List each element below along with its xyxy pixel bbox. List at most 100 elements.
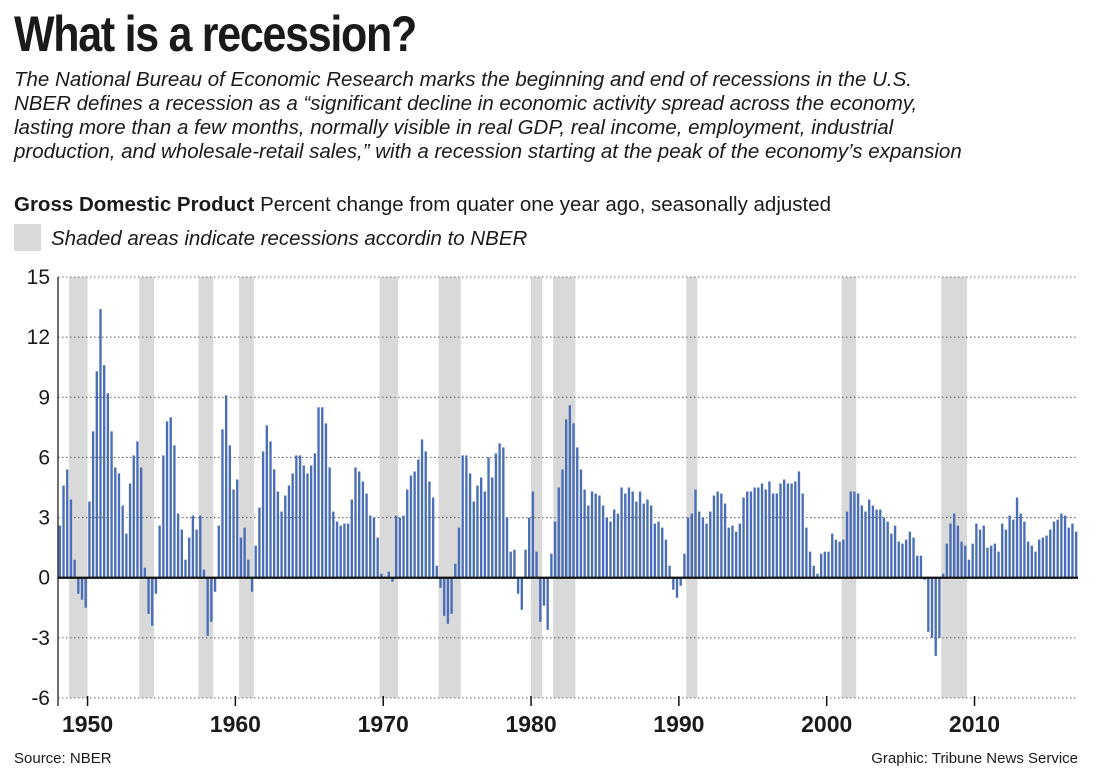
gdp-bar — [406, 489, 409, 578]
gdp-bar — [66, 469, 69, 578]
gdp-bar — [162, 455, 165, 578]
gdp-bar — [221, 429, 224, 578]
gdp-bar — [494, 453, 498, 578]
gdp-bar — [487, 457, 490, 578]
gdp-bar — [539, 577, 542, 622]
gdp-bar — [446, 577, 450, 624]
gdp-bar — [169, 417, 172, 578]
gdp-bar — [938, 577, 941, 638]
gdp-bar — [165, 421, 169, 578]
gdp-bar — [151, 577, 154, 626]
gdp-bar — [502, 447, 505, 578]
gdp-bar — [206, 577, 209, 636]
gdp-bar — [125, 533, 128, 578]
gdp-bar — [273, 469, 276, 578]
gdp-bar — [794, 481, 797, 578]
y-tick-label: 9 — [38, 386, 50, 409]
gdp-bar — [916, 555, 919, 578]
description: The National Bureau of Economic Research… — [14, 68, 1094, 164]
gdp-bar — [402, 515, 405, 578]
gdp-bar — [949, 523, 952, 578]
gdp-bar — [635, 501, 638, 578]
gdp-bar — [77, 577, 80, 594]
gdp-bar — [783, 479, 786, 578]
gdp-bar — [797, 471, 801, 578]
gdp-bar — [557, 487, 560, 578]
gdp-bar — [605, 517, 608, 578]
recession-band — [531, 277, 543, 698]
gdp-bar — [454, 563, 457, 578]
x-tick-label: 2000 — [801, 711, 852, 737]
gdp-bar — [616, 513, 620, 578]
gdp-bar — [250, 577, 254, 592]
gdp-bar — [479, 477, 483, 578]
gdp-bar — [768, 481, 771, 578]
gdp-bar — [513, 549, 516, 578]
gdp-bar — [176, 513, 180, 578]
gdp-bar — [1060, 513, 1063, 578]
recession-band — [379, 277, 398, 698]
gdp-bar — [95, 371, 98, 578]
gdp-bar — [638, 491, 642, 578]
gdp-bar — [180, 529, 183, 578]
gdp-bar — [243, 527, 246, 578]
gdp-bar — [520, 577, 523, 610]
gdp-bar — [332, 511, 335, 578]
gdp-bar — [720, 493, 723, 578]
gdp-bar — [369, 515, 372, 578]
recession-swatch — [14, 224, 41, 252]
gdp-bar — [1045, 535, 1048, 578]
gdp-bar — [110, 431, 113, 578]
gdp-bar — [1041, 537, 1045, 578]
recession-band — [139, 277, 155, 698]
gdp-bar — [132, 455, 135, 578]
gdp-bar — [210, 577, 213, 622]
gdp-bar — [121, 505, 124, 578]
gdp-bar — [387, 571, 390, 578]
gdp-bar — [424, 451, 427, 578]
gdp-bar — [831, 533, 834, 578]
gdp-bar — [790, 483, 793, 578]
x-tick-label: 1990 — [653, 711, 704, 737]
gdp-bar — [1063, 515, 1067, 578]
gdp-bar — [1012, 519, 1015, 578]
gdp-bar — [365, 493, 368, 578]
gdp-bar — [247, 559, 250, 578]
gdp-bar — [443, 577, 446, 616]
gdp-bar — [997, 551, 1000, 578]
gdp-bar — [908, 531, 912, 578]
gdp-bar — [428, 481, 431, 578]
gdp-bar — [498, 443, 501, 578]
gdp-bar — [483, 491, 487, 578]
gdp-bar — [827, 551, 830, 578]
gdp-bar — [945, 543, 948, 578]
gdp-bar — [1067, 527, 1070, 578]
gdp-bar — [114, 467, 117, 578]
gdp-bar — [91, 431, 95, 578]
gdp-bar — [103, 365, 106, 578]
gdp-bar — [568, 405, 572, 578]
gdp-bar — [967, 559, 971, 578]
recession-band — [239, 277, 254, 698]
gdp-bar — [173, 445, 176, 578]
gdp-bar — [1026, 541, 1030, 578]
gdp-bar — [417, 459, 420, 578]
gdp-bar — [236, 479, 239, 578]
gdp-bar — [971, 543, 974, 578]
gdp-bar — [335, 521, 339, 578]
gdp-bar — [158, 525, 161, 578]
gdp-bar — [620, 487, 623, 578]
gdp-bar — [528, 517, 531, 578]
gdp-bar — [1023, 521, 1026, 578]
gdp-bar — [265, 425, 268, 578]
gdp-bar — [1074, 531, 1078, 578]
gdp-bar — [690, 513, 693, 578]
gdp-bar — [553, 521, 557, 578]
gdp-bar — [679, 577, 682, 586]
gdp-bar — [646, 499, 649, 578]
gdp-bar — [882, 517, 886, 578]
gdp-bar — [912, 537, 915, 578]
gdp-bar — [195, 529, 198, 578]
gdp-bar — [631, 491, 634, 578]
gdp-bar — [746, 491, 749, 578]
